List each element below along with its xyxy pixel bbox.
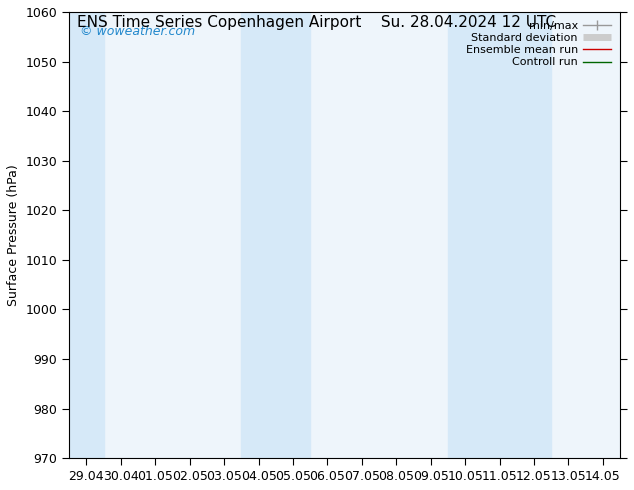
Bar	[276, 12, 310, 458]
Bar	[242, 12, 276, 458]
Bar	[448, 12, 482, 458]
Bar	[69, 12, 103, 458]
Y-axis label: Surface Pressure (hPa): Surface Pressure (hPa)	[7, 164, 20, 306]
Bar	[517, 12, 551, 458]
Bar	[482, 12, 517, 458]
Text: © woweather.com: © woweather.com	[80, 25, 195, 38]
Text: ENS Time Series Copenhagen Airport    Su. 28.04.2024 12 UTC: ENS Time Series Copenhagen Airport Su. 2…	[77, 15, 557, 30]
Legend: min/max, Standard deviation, Ensemble mean run, Controll run: min/max, Standard deviation, Ensemble me…	[462, 18, 614, 71]
